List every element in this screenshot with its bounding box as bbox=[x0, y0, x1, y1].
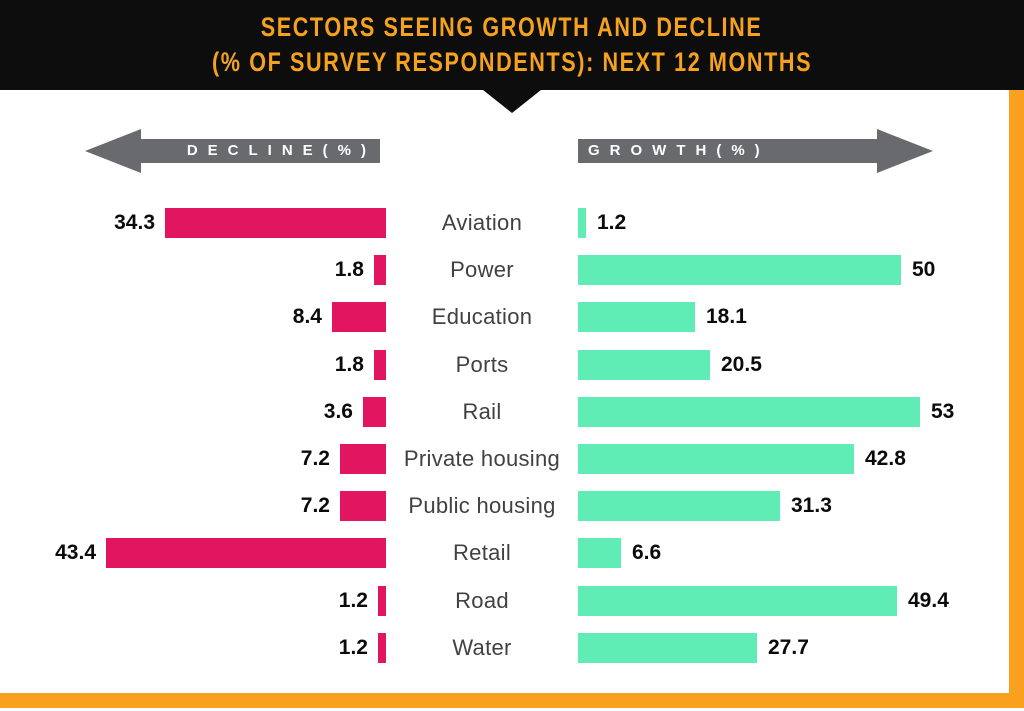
header-banner: SECTORS SEEING GROWTH AND DECLINE (% OF … bbox=[0, 0, 1024, 90]
decline-value-label: 8.4 bbox=[292, 305, 322, 328]
growth-value-label: 49.4 bbox=[908, 589, 949, 612]
growth-value-label: 18.1 bbox=[706, 305, 747, 328]
sector-label: Ports bbox=[455, 352, 509, 377]
right-arrowhead-icon bbox=[877, 129, 933, 173]
growth-bar bbox=[578, 444, 854, 474]
growth-bar bbox=[578, 538, 621, 568]
header-pointer-triangle bbox=[483, 90, 541, 113]
growth-bar bbox=[578, 586, 897, 616]
chart-title-line-1: SECTORS SEEING GROWTH AND DECLINE bbox=[261, 12, 763, 42]
decline-axis-label: DECLINE(%) bbox=[186, 142, 376, 159]
growth-axis-label: GROWTH(%) bbox=[588, 142, 770, 159]
left-arrowhead-icon bbox=[85, 129, 141, 173]
growth-bar bbox=[578, 208, 586, 238]
decline-value-label: 1.2 bbox=[338, 589, 368, 612]
decline-bar bbox=[374, 255, 386, 285]
decline-value-label: 3.6 bbox=[323, 400, 353, 423]
decline-bar bbox=[332, 302, 386, 332]
growth-value-label: 20.5 bbox=[721, 353, 762, 376]
right-accent-border bbox=[1009, 90, 1024, 708]
growth-value-label: 1.2 bbox=[597, 211, 627, 234]
growth-value-label: 42.8 bbox=[865, 447, 906, 470]
growth-bar bbox=[578, 491, 780, 521]
decline-value-label: 1.8 bbox=[334, 258, 364, 281]
decline-bar bbox=[378, 633, 386, 663]
sector-label: Water bbox=[452, 635, 512, 660]
decline-value-label: 1.2 bbox=[338, 636, 368, 659]
decline-value-label: 43.4 bbox=[55, 541, 96, 564]
growth-value-label: 31.3 bbox=[791, 494, 832, 517]
chart-title-line-2: (% OF SURVEY RESPONDENTS): NEXT 12 MONTH… bbox=[211, 47, 813, 77]
decline-value-label: 7.2 bbox=[300, 494, 330, 517]
sector-label: Rail bbox=[462, 399, 502, 424]
growth-bar bbox=[578, 397, 920, 427]
growth-bar bbox=[578, 302, 695, 332]
sector-label: Power bbox=[450, 257, 514, 282]
bottom-accent-border bbox=[0, 693, 1024, 708]
sector-label: Aviation bbox=[441, 210, 523, 235]
sector-label: Retail bbox=[452, 540, 512, 565]
sector-label: Education bbox=[431, 304, 533, 329]
decline-arrow-body: DECLINE(%) bbox=[133, 139, 380, 163]
sector-label: Road bbox=[455, 588, 509, 613]
growth-bar bbox=[578, 350, 710, 380]
growth-bar bbox=[578, 633, 757, 663]
decline-value-label: 34.3 bbox=[114, 211, 155, 234]
decline-bar bbox=[106, 538, 386, 568]
growth-value-label: 27.7 bbox=[768, 636, 809, 659]
growth-axis-arrow: GROWTH(%) bbox=[578, 129, 933, 173]
decline-bar bbox=[374, 350, 386, 380]
growth-value-label: 50 bbox=[912, 258, 936, 281]
sector-label: Private housing bbox=[403, 446, 561, 471]
decline-axis-arrow: DECLINE(%) bbox=[85, 129, 380, 173]
growth-arrow-body: GROWTH(%) bbox=[578, 139, 884, 163]
decline-bar bbox=[340, 444, 386, 474]
sector-label: Public housing bbox=[408, 493, 556, 518]
growth-value-label: 6.6 bbox=[632, 541, 662, 564]
decline-bar bbox=[340, 491, 386, 521]
decline-bar bbox=[363, 397, 386, 427]
decline-bar bbox=[378, 586, 386, 616]
growth-bar bbox=[578, 255, 901, 285]
decline-value-label: 7.2 bbox=[300, 447, 330, 470]
decline-value-label: 1.8 bbox=[334, 353, 364, 376]
growth-value-label: 53 bbox=[931, 400, 955, 423]
decline-bar bbox=[165, 208, 386, 238]
